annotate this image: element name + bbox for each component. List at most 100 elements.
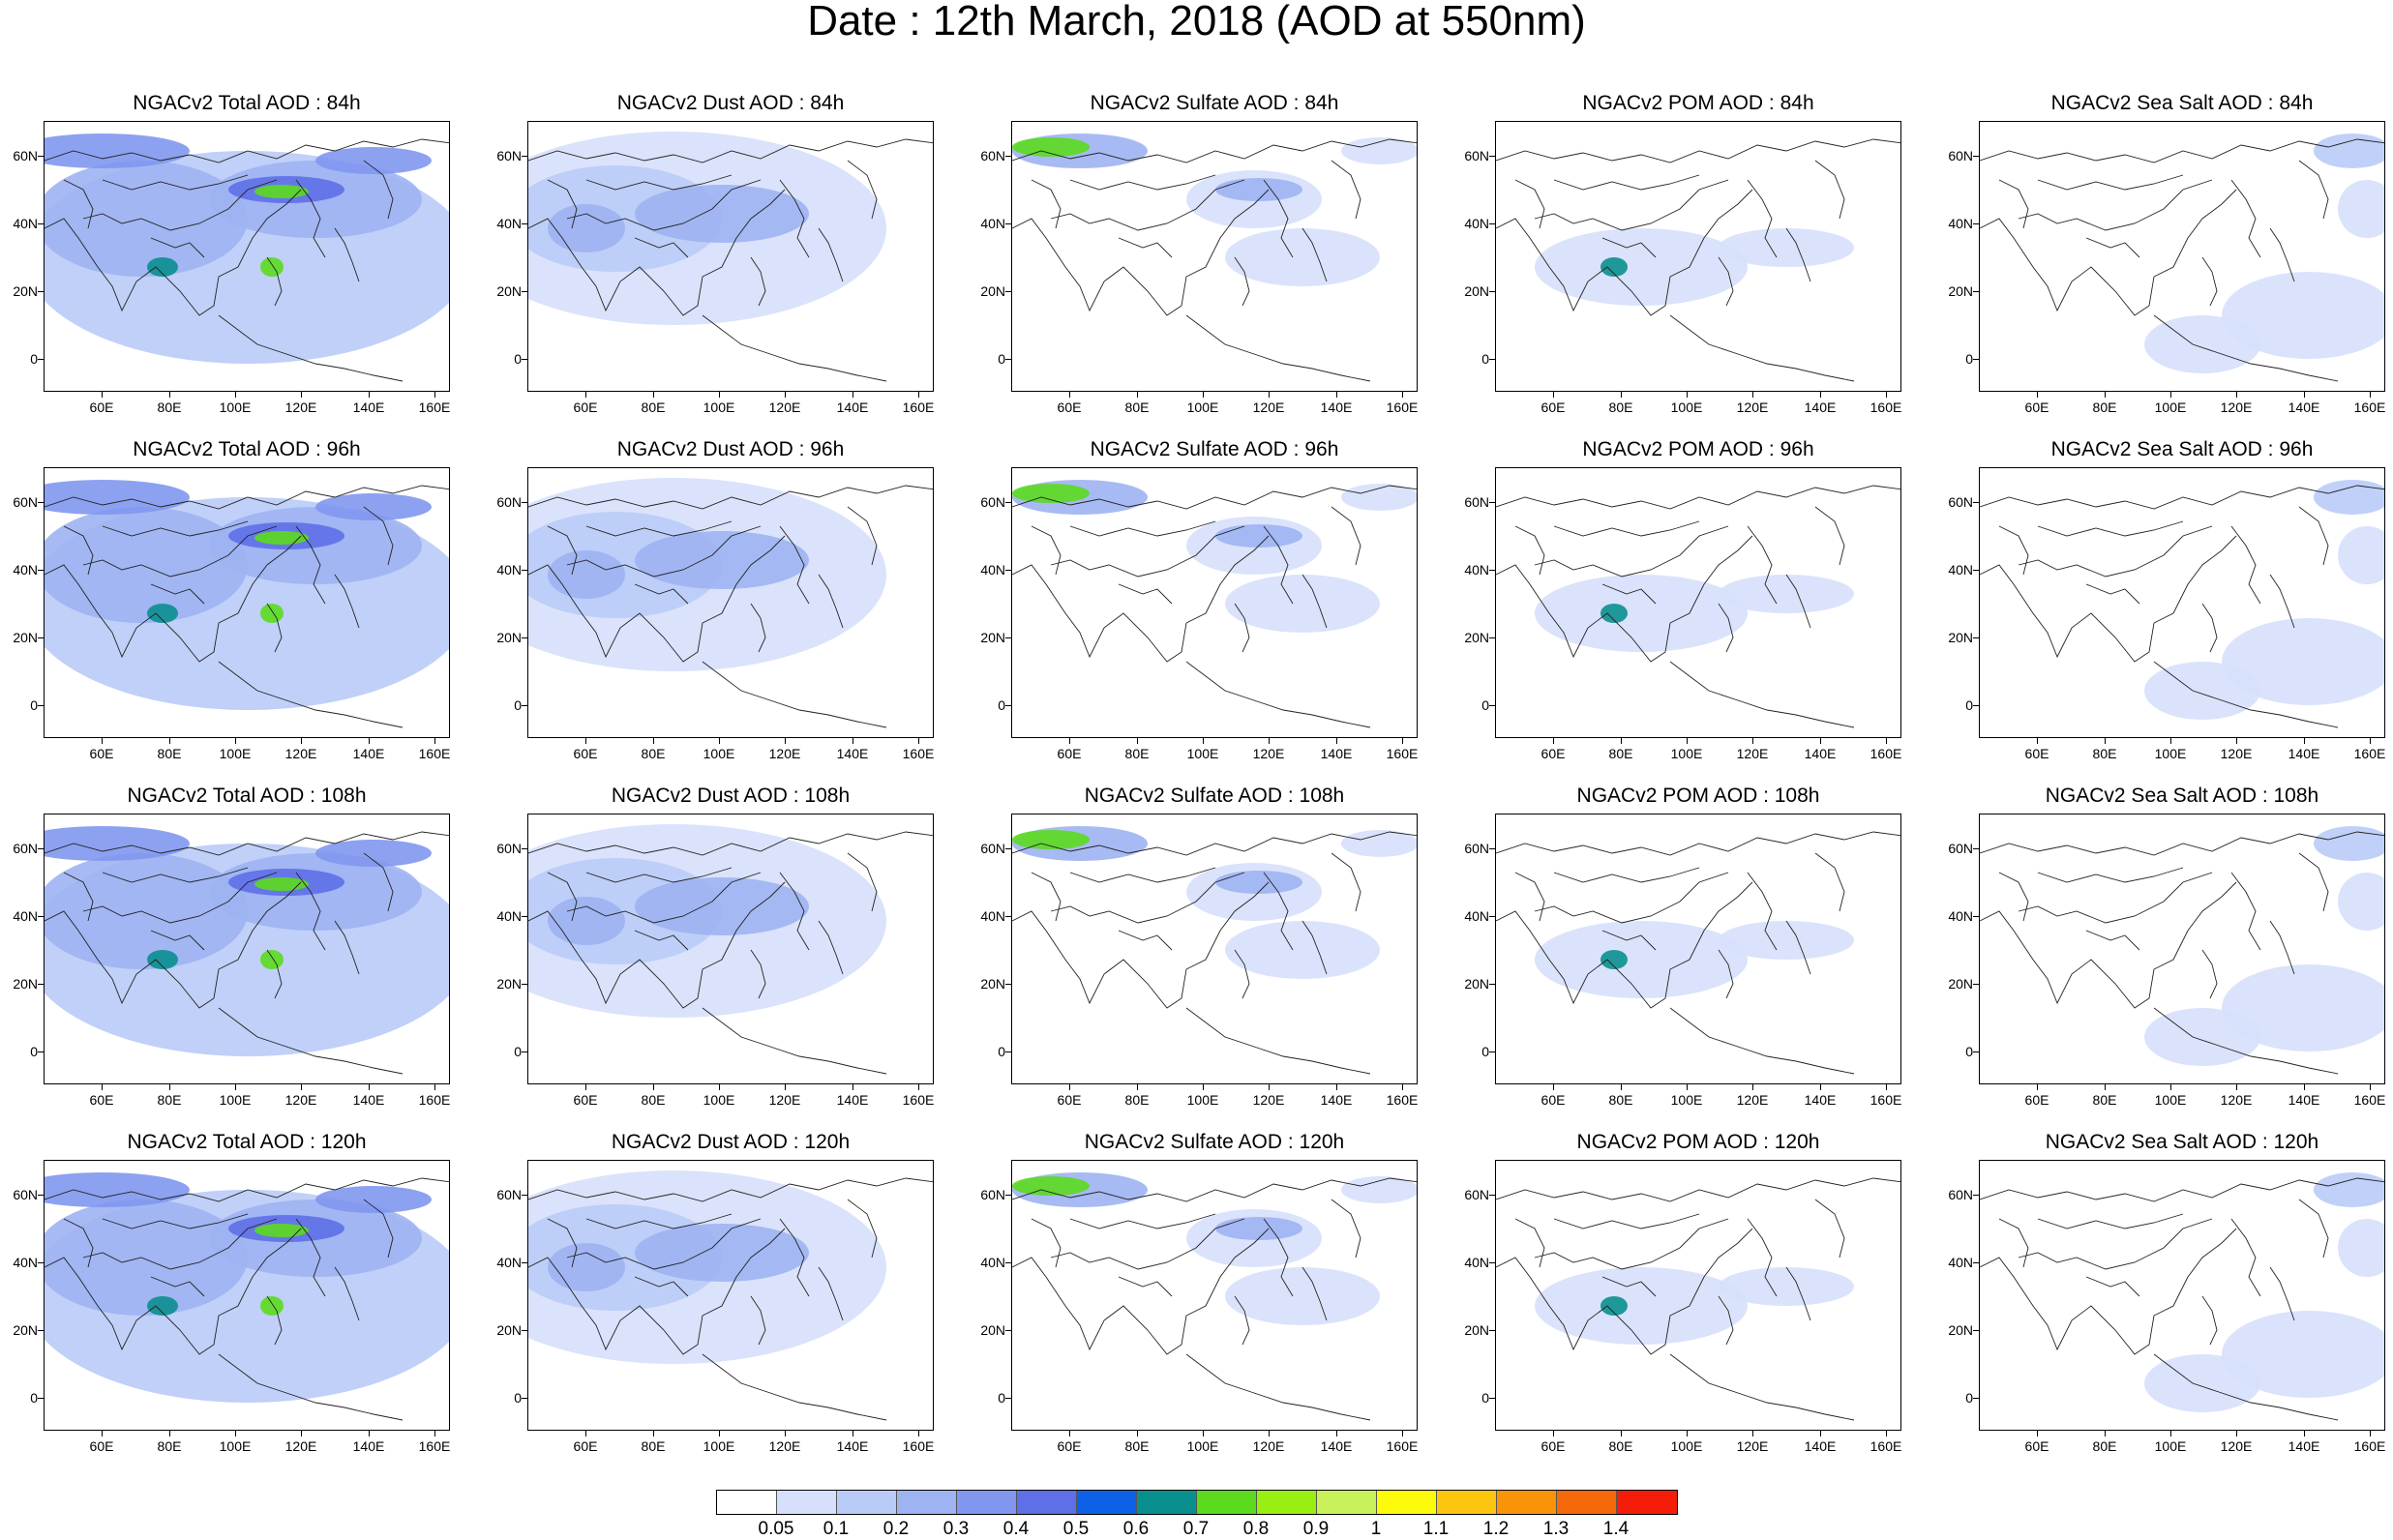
coastline xyxy=(818,574,844,629)
aod-region xyxy=(1535,1267,1748,1345)
lon-tick xyxy=(1820,392,1821,398)
aod-map xyxy=(528,478,933,728)
coastline xyxy=(847,1199,878,1259)
coastline xyxy=(45,1177,449,1202)
coastline xyxy=(1069,1213,1216,1229)
lat-tick xyxy=(1005,637,1011,638)
colorbar-label: 0.7 xyxy=(1182,1519,1210,1539)
lat-tick xyxy=(1489,637,1495,638)
coastline xyxy=(2269,920,2295,975)
coastline xyxy=(847,506,878,566)
lat-tick xyxy=(1973,1330,1979,1331)
lon-tick xyxy=(918,1084,919,1090)
coastline xyxy=(1980,485,2384,510)
lon-tick xyxy=(918,392,919,398)
aod-map xyxy=(1012,826,1417,1075)
lon-tick xyxy=(169,1084,170,1090)
aod-map xyxy=(1496,1177,1900,1421)
coastline xyxy=(1669,314,1855,382)
lat-tick xyxy=(1973,502,1979,503)
lon-tick xyxy=(169,392,170,398)
aod-region xyxy=(260,604,284,623)
lon-tick xyxy=(235,1431,236,1436)
coastline xyxy=(818,920,844,975)
lat-tick-label: 60N xyxy=(13,148,38,163)
lon-tick-label: 120E xyxy=(1252,1438,1285,1454)
aod-map xyxy=(45,826,449,1075)
coastline xyxy=(1980,1177,2384,1202)
coastline xyxy=(45,881,302,1009)
lon-tick-label: 100E xyxy=(1186,1092,1219,1108)
lon-tick xyxy=(1553,392,1554,398)
coastline xyxy=(63,1218,94,1268)
aod-map xyxy=(1980,826,2384,1075)
lon-tick-label: 100E xyxy=(703,1438,735,1454)
coastline xyxy=(334,574,360,629)
colorbar-label: 1.4 xyxy=(1602,1519,1630,1539)
lat-tick-label: 0 xyxy=(1481,1390,1489,1406)
coastline xyxy=(1012,485,1417,510)
map-plot-area xyxy=(1495,1160,1901,1431)
lon-tick xyxy=(2304,1084,2305,1090)
lon-tick xyxy=(1553,738,1554,744)
lat-tick-label: 40N xyxy=(1464,1255,1489,1270)
coastline xyxy=(1814,1199,1845,1259)
lon-tick-label: 80E xyxy=(157,1438,182,1454)
lon-tick-label: 140E xyxy=(1804,746,1837,761)
coastline xyxy=(150,583,205,605)
lat-tick xyxy=(1005,848,1011,849)
lat-tick xyxy=(1489,570,1495,571)
lat-tick xyxy=(1005,705,1011,706)
lat-tick-label: 60N xyxy=(980,494,1005,510)
lon-tick-label: 60E xyxy=(1057,746,1082,761)
coastline xyxy=(1496,535,1753,663)
lon-tick xyxy=(1752,392,1753,398)
lat-tick-label: 20N xyxy=(1464,630,1489,645)
aod-region xyxy=(1012,1176,1090,1196)
lon-tick xyxy=(1553,1431,1554,1436)
aod-map xyxy=(1012,133,1417,382)
coastline xyxy=(1534,179,1729,231)
lon-tick-label: 100E xyxy=(219,1438,252,1454)
lat-tick xyxy=(1973,1398,1979,1399)
aod-region xyxy=(1341,137,1417,164)
lon-tick-label: 80E xyxy=(641,746,666,761)
lon-tick-label: 140E xyxy=(352,1092,385,1108)
aod-region xyxy=(1600,1296,1628,1316)
coastline xyxy=(528,1177,933,1202)
lon-tick xyxy=(2304,1431,2305,1436)
coastline xyxy=(1601,237,1657,258)
aod-region xyxy=(2222,272,2384,359)
aod-region xyxy=(1215,871,1302,894)
panel-title: NGACv2 Sulfate AOD : 120h xyxy=(1084,1131,1345,1153)
map-plot-area xyxy=(44,814,450,1084)
lat-tick xyxy=(38,1051,44,1052)
colorbar-label: 1.1 xyxy=(1422,1519,1450,1539)
coastline xyxy=(1069,520,1216,537)
lon-tick xyxy=(1820,1084,1821,1090)
aod-region xyxy=(1600,950,1628,969)
coastline xyxy=(2269,1266,2295,1321)
lon-tick xyxy=(434,1084,435,1090)
lat-tick xyxy=(38,1398,44,1399)
coastline xyxy=(1553,1213,1700,1229)
lat-tick xyxy=(1489,705,1495,706)
lon-tick-label: 120E xyxy=(1736,400,1769,415)
coastline xyxy=(1012,1177,1417,1202)
lat-tick-label: 20N xyxy=(13,1322,38,1338)
lon-tick-label: 140E xyxy=(1804,1438,1837,1454)
lat-tick-label: 20N xyxy=(1464,1322,1489,1338)
lat-tick-label: 40N xyxy=(980,216,1005,231)
coastline xyxy=(295,525,326,605)
aod-region xyxy=(45,507,248,623)
lat-tick xyxy=(38,502,44,503)
lat-tick xyxy=(522,984,527,985)
lon-tick-label: 80E xyxy=(157,400,182,415)
coastline xyxy=(1980,1228,2237,1355)
coastline xyxy=(1185,1007,1371,1075)
coastline xyxy=(847,852,878,912)
lon-tick xyxy=(2236,1084,2237,1090)
lat-tick-label: 0 xyxy=(1965,1044,1973,1059)
coastline xyxy=(363,506,394,566)
coastline xyxy=(102,867,249,883)
